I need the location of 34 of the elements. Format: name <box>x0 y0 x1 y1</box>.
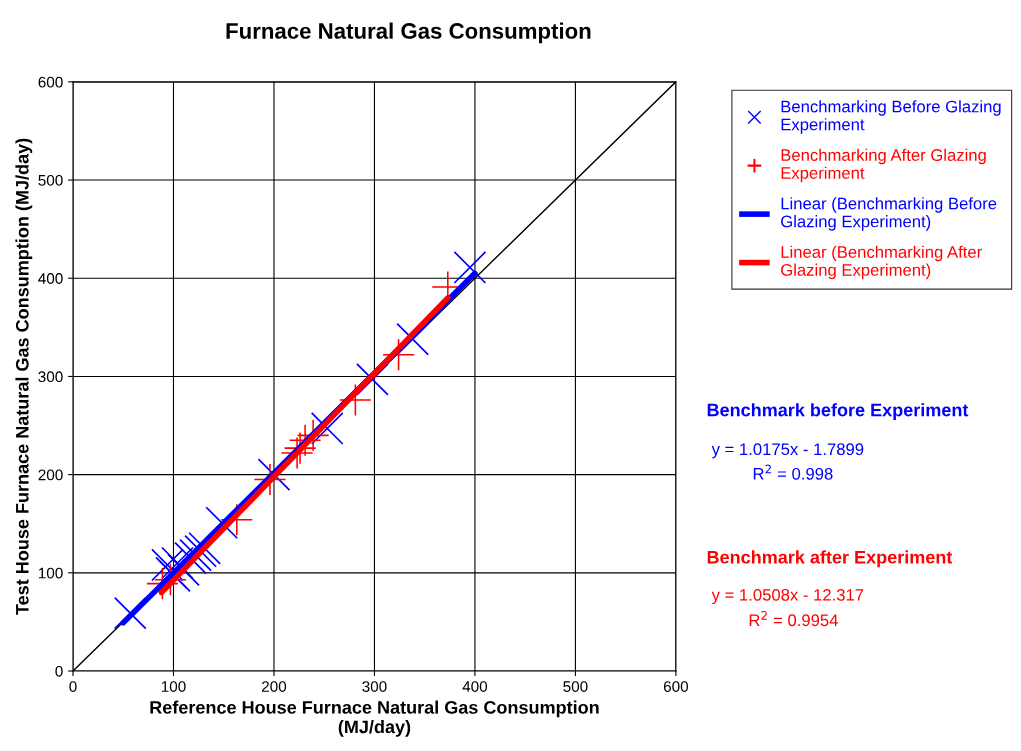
point <box>396 322 429 356</box>
legend-label: Benchmarking Before Glazing Experiment <box>781 100 1001 134</box>
y-tick-label: 300 <box>38 371 63 383</box>
text: Benchmark before Experiment <box>707 403 969 420</box>
point <box>205 506 239 540</box>
x-tick-label: 500 <box>563 681 588 692</box>
y-tick-label: 0 <box>55 665 63 677</box>
y-tick-label: 400 <box>38 273 63 284</box>
x-tick-label: 600 <box>663 681 689 692</box>
point <box>113 596 147 630</box>
x-tick-label: 400 <box>462 681 488 692</box>
x-tick-label: 300 <box>362 681 387 692</box>
text: y = 1.0175x - 1.7899 <box>711 443 864 459</box>
chart-title: Furnace Natural Gas Consumption <box>226 22 591 44</box>
y-tick-label: 600 <box>38 76 63 88</box>
x-tick-label: 100 <box>161 681 186 692</box>
legend-label: Benchmarking After Glazing Experiment <box>781 148 986 183</box>
text: y = 1.0508x - 12.317 <box>711 588 864 605</box>
y-axis-title: Test House Furnace Natural Gas Consumption (MJ/day) <box>15 138 33 615</box>
y-tick-label: 500 <box>38 174 63 186</box>
x-tick-label: 0 <box>69 681 77 692</box>
point <box>161 546 194 580</box>
text: R$^{2}$ = 0.9954 <box>749 610 838 627</box>
text: R$^{2}$ = 0.998 <box>753 464 833 480</box>
point <box>151 548 184 582</box>
x-axis-title: Reference House Furnace Natural Gas Consumption (MJ/day) <box>150 700 599 737</box>
x-tick-label: 200 <box>261 681 287 692</box>
legend-label: Linear (Benchmarking After Glazing Experiment) <box>781 245 982 280</box>
text: Benchmark after Experiment <box>707 550 953 568</box>
y-tick-label: 100 <box>38 567 63 579</box>
legend-label: Linear (Benchmarking Before Glazing Experiment) <box>781 197 997 231</box>
y-tick-label: 200 <box>38 469 63 481</box>
point <box>453 251 487 284</box>
point <box>356 363 389 396</box>
